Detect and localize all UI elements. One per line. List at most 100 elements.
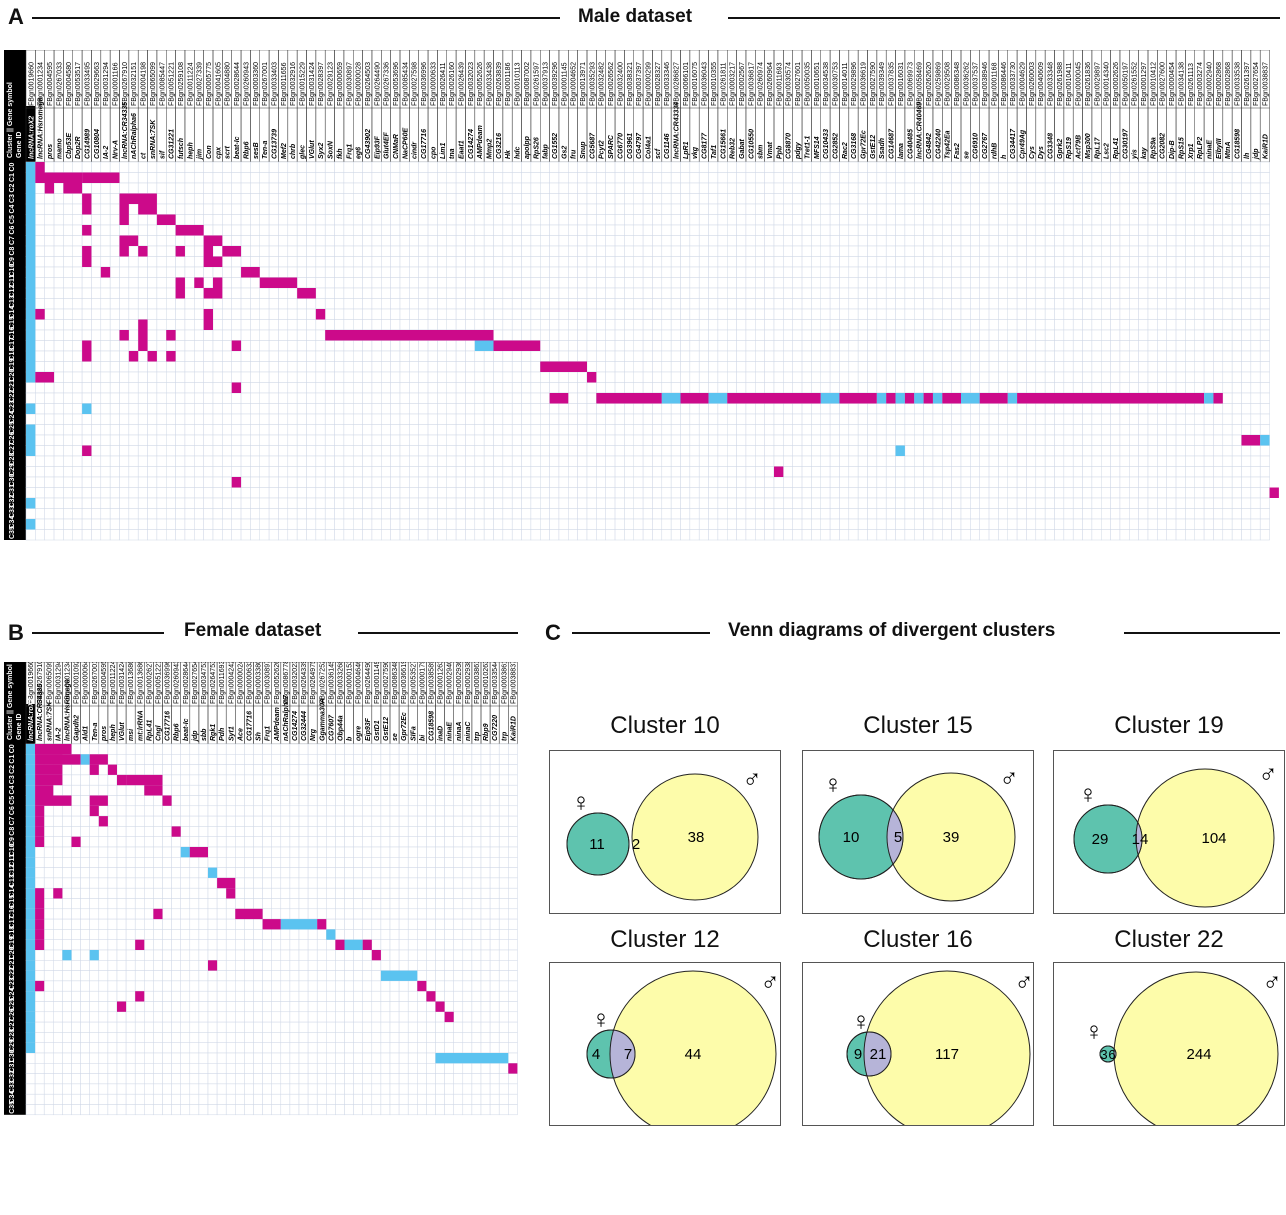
heatmap-cell bbox=[764, 308, 775, 320]
heatmap-cell bbox=[483, 193, 494, 205]
heatmap-cell bbox=[390, 245, 401, 257]
cluster-label: C28 bbox=[9, 453, 16, 466]
heatmap-cell bbox=[932, 382, 943, 394]
heatmap-cell bbox=[979, 193, 990, 205]
heatmap-cell bbox=[932, 487, 943, 499]
heatmap-cell bbox=[1194, 361, 1205, 373]
heatmap-cell bbox=[586, 466, 597, 478]
heatmap-cell bbox=[409, 455, 419, 467]
heatmap-cell bbox=[324, 424, 335, 436]
heatmap-cell bbox=[381, 371, 391, 383]
heatmap-cell bbox=[1185, 340, 1196, 352]
heatmap-cell bbox=[661, 235, 672, 247]
heatmap-cell bbox=[661, 340, 672, 352]
heatmap-cell bbox=[63, 287, 74, 299]
heatmap-cell bbox=[783, 319, 793, 331]
heatmap-cell bbox=[493, 361, 504, 373]
heatmap-cell bbox=[259, 350, 270, 362]
gene-id-label: FBgn0029897 bbox=[1094, 62, 1101, 106]
heatmap-cell bbox=[745, 308, 756, 320]
heatmap-cell bbox=[605, 350, 616, 362]
heatmap-cell bbox=[960, 413, 971, 425]
heatmap-cell bbox=[1044, 371, 1055, 383]
heatmap-cell bbox=[1250, 182, 1261, 194]
heatmap-cell bbox=[624, 308, 635, 320]
heatmap-cell bbox=[100, 445, 111, 457]
heatmap-cell bbox=[942, 361, 952, 373]
heatmap-cell bbox=[727, 424, 737, 436]
heatmap-cell bbox=[1138, 214, 1149, 226]
gene-id-label: FBgn0026439 bbox=[458, 62, 465, 106]
heatmap-cell bbox=[1129, 214, 1139, 226]
heatmap-cell bbox=[306, 203, 317, 215]
heatmap-cell bbox=[614, 319, 625, 331]
heatmap-cell bbox=[829, 445, 840, 457]
heatmap-cell bbox=[137, 434, 148, 446]
heatmap-cell bbox=[932, 455, 943, 467]
heatmap-cell bbox=[418, 434, 429, 446]
heatmap-cell bbox=[848, 182, 859, 194]
heatmap-cell bbox=[1203, 235, 1214, 247]
heatmap-cell bbox=[353, 214, 363, 226]
heatmap-cell bbox=[1044, 476, 1055, 488]
heatmap-cell bbox=[156, 508, 167, 520]
heatmap-cell bbox=[904, 403, 915, 415]
heatmap-cell bbox=[820, 214, 831, 226]
heatmap-cell bbox=[970, 445, 980, 457]
heatmap-cell bbox=[530, 235, 541, 247]
heatmap-cell bbox=[876, 487, 887, 499]
heatmap-cell bbox=[343, 424, 354, 436]
gene-symbol-label: pros bbox=[47, 144, 54, 160]
heatmap-cell bbox=[923, 298, 934, 310]
heatmap-cell bbox=[558, 413, 569, 425]
heatmap-cell bbox=[670, 497, 681, 509]
heatmap-cell bbox=[895, 182, 906, 194]
heatmap-cell bbox=[820, 340, 831, 352]
gene-id-label: FBgn0002868 bbox=[1216, 62, 1223, 106]
heatmap-cell bbox=[259, 518, 270, 530]
heatmap-cell bbox=[1072, 413, 1083, 425]
heatmap-cell bbox=[1250, 382, 1261, 394]
heatmap-cell bbox=[689, 424, 700, 436]
heatmap-cell bbox=[128, 340, 139, 352]
heatmap-cell bbox=[278, 161, 289, 173]
heatmap-cell bbox=[1241, 235, 1252, 247]
heatmap-cell bbox=[362, 497, 373, 509]
heatmap-cell bbox=[811, 455, 822, 467]
heatmap-cell bbox=[137, 361, 148, 373]
heatmap-cell bbox=[1035, 329, 1046, 341]
heatmap-cell bbox=[166, 497, 176, 509]
heatmap-cell bbox=[1026, 487, 1037, 499]
heatmap-cell bbox=[717, 487, 728, 499]
heatmap-cell bbox=[259, 203, 270, 215]
heatmap-cell bbox=[829, 340, 840, 352]
heatmap-cell bbox=[876, 319, 887, 331]
heatmap-cell bbox=[1222, 508, 1233, 520]
heatmap-cell bbox=[147, 476, 158, 488]
heatmap-cell bbox=[1007, 466, 1018, 478]
gene-id-label: FBgn0011224 bbox=[187, 62, 194, 106]
heatmap-cell bbox=[1082, 371, 1093, 383]
heatmap-cell bbox=[680, 455, 691, 467]
heatmap-cell bbox=[362, 361, 373, 373]
heatmap-cell bbox=[596, 361, 606, 373]
heatmap-cell bbox=[343, 277, 354, 289]
heatmap-cell bbox=[717, 235, 728, 247]
heatmap-cell bbox=[568, 466, 578, 478]
heatmap-cell bbox=[1138, 434, 1149, 446]
heatmap-cell bbox=[1241, 476, 1252, 488]
heatmap-cell bbox=[100, 424, 111, 436]
heatmap-cell bbox=[1175, 298, 1186, 310]
heatmap-cell bbox=[1082, 350, 1093, 362]
heatmap-cell bbox=[867, 361, 878, 373]
heatmap-cell bbox=[231, 319, 242, 331]
heatmap-cell bbox=[923, 245, 934, 257]
heatmap-cell bbox=[287, 193, 298, 205]
heatmap-cell bbox=[287, 161, 298, 173]
heatmap-cell bbox=[1222, 350, 1233, 362]
heatmap-cell bbox=[474, 413, 485, 425]
heatmap-cell bbox=[1119, 424, 1130, 436]
heatmap-cell bbox=[1101, 382, 1111, 394]
heatmap-cell bbox=[1119, 256, 1130, 268]
heatmap-cell bbox=[932, 340, 943, 352]
